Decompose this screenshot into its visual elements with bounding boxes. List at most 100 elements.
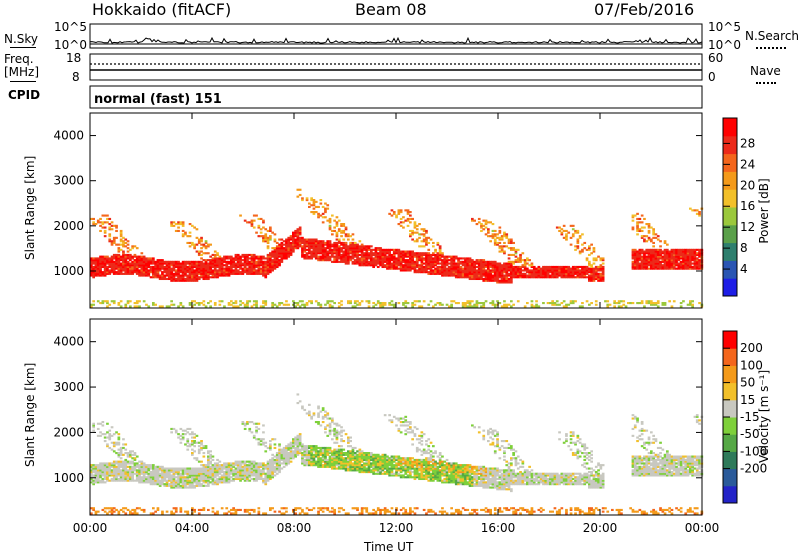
heatmap-cell [110,434,114,437]
heatmap-cell [473,264,476,267]
heatmap-cell [335,241,339,245]
heatmap-cell [252,272,256,275]
heatmap-cell [640,259,644,262]
heatmap-cell [432,264,435,267]
heatmap-cell [271,250,274,253]
heatmap-cell [360,247,364,250]
heatmap-cell [110,508,114,512]
heatmap-cell [223,267,226,270]
heatmap-cell [213,474,217,477]
heatmap-cell [181,223,185,226]
heatmap-cell [117,448,121,451]
heatmap-cell [275,245,279,248]
heatmap-cell [344,255,348,258]
heatmap-cell [482,305,486,308]
heatmap-cell [106,257,109,260]
heatmap-cell [234,460,238,463]
heatmap-cell [145,464,148,467]
heatmap-cell [193,433,196,436]
heatmap-cell [202,465,206,468]
heatmap-cell [179,303,183,306]
heatmap-cell [434,255,437,258]
heatmap-cell [103,481,107,484]
heatmap-cell [631,248,635,251]
heatmap-cell [666,260,669,263]
heatmap-cell [689,257,692,260]
heatmap-cell [475,272,479,275]
heatmap-cell [248,469,252,472]
heatmap-cell [133,467,137,470]
heatmap-cell [510,247,513,250]
heatmap-cell [314,248,318,251]
heatmap-cell [321,240,325,243]
heatmap-cell [324,211,327,214]
heatmap-cell [519,253,522,257]
heatmap-cell [475,303,479,306]
heatmap-cell [340,231,343,234]
heatmap-cell [197,269,201,272]
heatmap-cell [227,272,231,275]
heatmap-cell [266,476,270,479]
heatmap-cell [257,224,261,227]
heatmap-cell [558,229,561,233]
heatmap-cell [124,265,128,269]
heatmap-cell [512,272,515,275]
heatmap-cell [296,240,300,243]
heatmap-cell [581,265,584,269]
heatmap-cell [360,300,364,303]
heatmap-cell [216,467,219,470]
heatmap-cell [314,300,318,303]
heatmap-cell [381,259,385,262]
heatmap-cell [395,252,398,255]
heatmap-cell [188,260,192,263]
heatmap-cell [636,253,639,257]
heatmap-cell [179,477,183,481]
heatmap-cell [207,477,210,481]
heatmap-cell [539,269,543,272]
heatmap-cell [163,260,167,263]
heatmap-cell [94,260,98,263]
heatmap-cell [211,464,215,467]
heatmap-cell [599,277,603,281]
heatmap-cell [264,450,268,453]
heatmap-cell [204,274,208,277]
heatmap-cell [298,233,302,236]
heatmap-cell [326,250,330,253]
heatmap-cell [388,267,391,270]
heatmap-cell [149,471,153,474]
heatmap-cell [381,255,385,258]
heatmap-cell [397,223,401,226]
heatmap-cell [487,260,490,263]
heatmap-cell [207,484,210,487]
heatmap-cell [184,483,187,486]
heatmap-cell [129,469,132,472]
heatmap-cell [122,453,125,456]
nsky-label: N.Sky [4,32,39,46]
heatmap-cell [213,483,217,486]
heatmap-cell [464,265,467,269]
heatmap-cell [650,265,653,269]
heatmap-cell [450,260,453,263]
heatmap-cell [560,231,564,234]
heatmap-cell [670,265,674,269]
heatmap-cell [471,260,474,263]
heatmap-cell [278,302,281,305]
heatmap-cell [216,264,219,267]
heatmap-cell [514,271,518,274]
heatmap-cell [101,467,105,470]
heatmap-cell [207,458,210,462]
heatmap-cell [99,472,102,475]
heatmap-cell [482,267,486,270]
heatmap-cell [168,469,171,472]
heatmap-cell [213,469,217,472]
heatmap-cell [230,508,233,512]
heatmap-cell [636,224,639,227]
heatmap-cell [289,253,293,257]
heatmap-cell [420,240,424,243]
heatmap-cell [636,252,639,255]
heatmap-cell [117,474,121,477]
heatmap-cell [220,269,224,272]
heatmap-cell [409,235,412,238]
heatmap-cell [475,269,479,272]
heatmap-cell [571,302,575,305]
